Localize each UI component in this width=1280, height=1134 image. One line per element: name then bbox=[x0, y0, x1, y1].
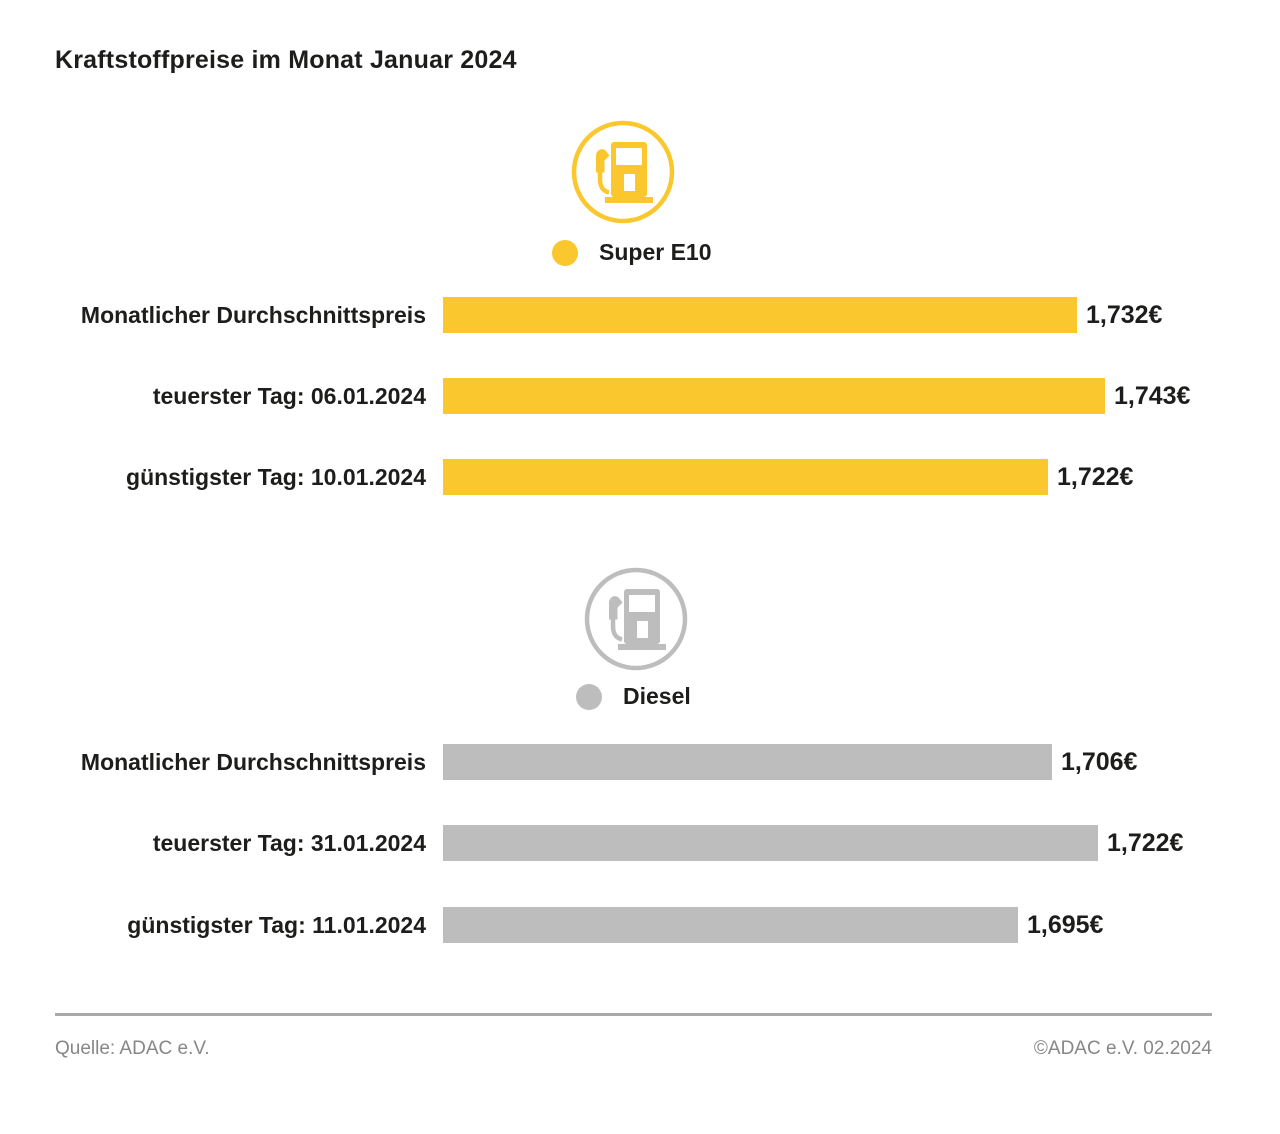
bar-row-super-e10-max: teuerster Tag: 06.01.2024 1,743€ bbox=[0, 378, 1280, 414]
price-bar-diesel-average bbox=[443, 744, 1052, 780]
page-title: Kraftstoffpreise im Monat Januar 2024 bbox=[55, 46, 517, 74]
legend-dot-super-e10 bbox=[552, 239, 578, 266]
row-label: teuerster Tag: 31.01.2024 bbox=[152, 829, 426, 856]
row-value: 1,722€ bbox=[1107, 828, 1184, 857]
bar-row-diesel-min: günstigster Tag: 11.01.2024 1,695€ bbox=[0, 907, 1280, 943]
price-bar-super-e10-max bbox=[443, 378, 1105, 414]
footer-source: Quelle: ADAC e.V. bbox=[55, 1038, 210, 1059]
legend-diesel: Diesel bbox=[576, 683, 691, 710]
row-value: 1,706€ bbox=[1061, 747, 1138, 776]
price-bar-super-e10-min bbox=[443, 459, 1048, 495]
row-label: Monatlicher Durchschnittspreis bbox=[80, 748, 426, 775]
price-bar-diesel-min bbox=[443, 907, 1018, 943]
legend-label-super-e10: Super E10 bbox=[599, 239, 712, 265]
footer-divider bbox=[55, 1013, 1212, 1016]
price-bar-diesel-max bbox=[443, 825, 1098, 861]
diesel-fuel-pump-icon bbox=[583, 566, 689, 672]
legend-dot-diesel bbox=[576, 683, 602, 710]
fuel-pump-icon bbox=[584, 567, 688, 671]
row-label: günstigster Tag: 11.01.2024 bbox=[127, 911, 426, 938]
row-label: günstigster Tag: 10.01.2024 bbox=[126, 463, 426, 490]
row-label: Monatlicher Durchschnittspreis bbox=[80, 301, 426, 328]
footer-copyright: ©ADAC e.V. 02.2024 bbox=[1033, 1038, 1212, 1059]
row-value: 1,695€ bbox=[1027, 910, 1104, 939]
price-bar-super-e10-average bbox=[443, 297, 1077, 333]
row-value: 1,722€ bbox=[1057, 462, 1134, 491]
bar-row-diesel-average: Monatlicher Durchschnittspreis 1,706€ bbox=[0, 744, 1280, 780]
row-label: teuerster Tag: 06.01.2024 bbox=[152, 382, 426, 409]
legend-super-e10: Super E10 bbox=[552, 239, 712, 266]
bar-row-super-e10-average: Monatlicher Durchschnittspreis 1,732€ bbox=[0, 297, 1280, 333]
bar-row-diesel-max: teuerster Tag: 31.01.2024 1,722€ bbox=[0, 825, 1280, 861]
fuel-pump-icon bbox=[571, 120, 675, 224]
row-value: 1,732€ bbox=[1086, 300, 1163, 329]
legend-label-diesel: Diesel bbox=[623, 683, 691, 709]
row-value: 1,743€ bbox=[1114, 381, 1191, 410]
super-e10-fuel-pump-icon bbox=[570, 119, 676, 225]
bar-row-super-e10-min: günstigster Tag: 10.01.2024 1,722€ bbox=[0, 459, 1280, 495]
